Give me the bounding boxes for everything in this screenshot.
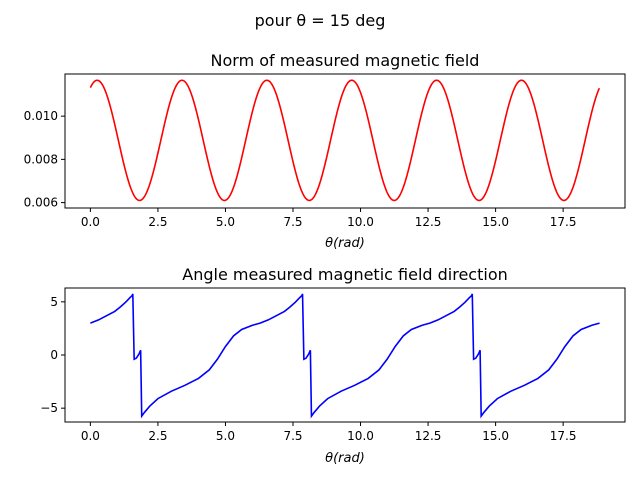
norm-xtick-label: 15.0 bbox=[482, 215, 509, 229]
angle-xtick-label: 15.0 bbox=[482, 429, 509, 443]
figure-suptitle: pour θ = 15 deg bbox=[255, 11, 386, 30]
norm-series-line bbox=[89, 79, 601, 202]
norm-ytick-label: 0.006 bbox=[24, 196, 58, 210]
norm-plot-area: 0.0 2.5 5.0 7.5 10.0 12.5 15.0 17.5 0.006 0.008 0.… bbox=[24, 79, 601, 229]
norm-xtick-label: 5.0 bbox=[216, 215, 235, 229]
norm-xtick-label: 0.0 bbox=[81, 215, 100, 229]
norm-xtick-label: 7.5 bbox=[283, 215, 302, 229]
angle-xtick-label: 12.5 bbox=[415, 429, 442, 443]
norm-ytick-label: 0.008 bbox=[24, 152, 58, 166]
norm-xtick-label: 10.0 bbox=[347, 215, 374, 229]
angle-xtick-label: 7.5 bbox=[283, 429, 302, 443]
norm-xlabel: θ(rad) bbox=[325, 236, 365, 251]
angle-xtick-label: 2.5 bbox=[148, 429, 167, 443]
angle-xtick-label: 17.5 bbox=[550, 429, 577, 443]
angle-ytick-label: 5 bbox=[50, 295, 58, 309]
norm-ytick-label: 0.010 bbox=[24, 109, 58, 123]
angle-series-line bbox=[90, 293, 600, 419]
angle-plot-area: 0.0 2.5 5.0 7.5 10.0 12.5 15.0 17.5 −5 0 5 bbox=[40, 293, 600, 443]
angle-ytick-label: 0 bbox=[50, 348, 58, 362]
norm-xtick-label: 12.5 bbox=[415, 215, 442, 229]
angle-subplot: Angle measured magnetic field direction … bbox=[40, 265, 626, 466]
angle-ytick-label: −5 bbox=[40, 401, 58, 415]
angle-xtick-label: 0.0 bbox=[81, 429, 100, 443]
angle-axes-frame bbox=[64, 287, 626, 423]
norm-axes-frame bbox=[64, 73, 626, 209]
norm-xtick-label: 17.5 bbox=[550, 215, 577, 229]
norm-subplot: Norm of measured magnetic field 0.0 2.5 5.… bbox=[24, 51, 626, 251]
angle-xtick-label: 10.0 bbox=[347, 429, 374, 443]
angle-xtick-label: 5.0 bbox=[216, 429, 235, 443]
angle-subplot-title: Angle measured magnetic field direction bbox=[182, 265, 508, 284]
norm-subplot-title: Norm of measured magnetic field bbox=[211, 51, 480, 70]
angle-xlabel: θ(rad) bbox=[325, 451, 365, 466]
norm-xtick-label: 2.5 bbox=[148, 215, 167, 229]
